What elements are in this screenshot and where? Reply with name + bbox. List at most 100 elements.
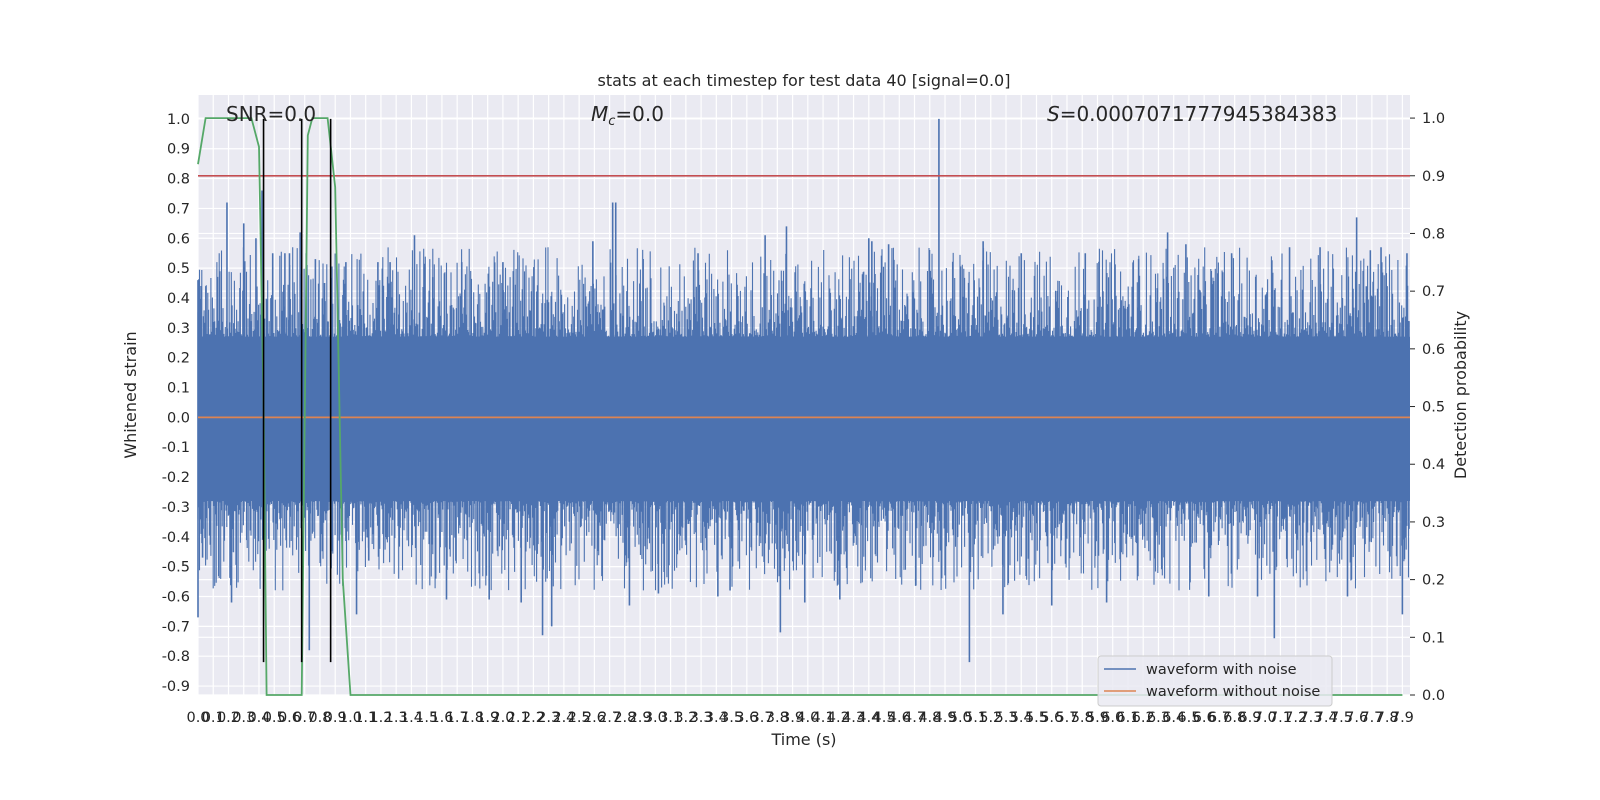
x-tick-label: 0.2 xyxy=(217,710,240,726)
x-tick-label: 3.9 xyxy=(781,710,804,726)
legend: waveform with noise waveform without noi… xyxy=(1097,655,1333,707)
x-tick-label: 6.4 xyxy=(1162,710,1185,726)
x-tick-label: 3.4 xyxy=(705,710,728,726)
y-axis-label: Whitened strain xyxy=(121,331,140,458)
x-tick-label: 0.9 xyxy=(324,710,347,726)
x-tick-label: 5.7 xyxy=(1055,710,1078,726)
x-tick-label: 4.5 xyxy=(873,710,896,726)
x-tick-label: 6.1 xyxy=(1116,710,1139,726)
y2-tick-label: 0.7 xyxy=(1422,284,1445,300)
y-tick-label: -0.1 xyxy=(162,440,190,456)
y-tick-label: 0.2 xyxy=(167,351,190,367)
x-tick-label: 7.5 xyxy=(1330,710,1353,726)
x-tick-label: 1.1 xyxy=(354,710,377,726)
x-tick-label: 3.0 xyxy=(644,710,667,726)
x-tick-label: 2.9 xyxy=(629,710,652,726)
x-tick-label: 4.6 xyxy=(888,710,911,726)
x-tick-label: 3.5 xyxy=(720,710,743,726)
x-tick-label: 0.8 xyxy=(308,710,331,726)
y2-tick-label: 1.0 xyxy=(1422,111,1445,127)
x-tick-label: 7.2 xyxy=(1284,710,1307,726)
x-tick-label: 2.4 xyxy=(552,710,575,726)
y2-tick-label: 0.9 xyxy=(1422,169,1445,185)
y-tick-label: 0.5 xyxy=(167,261,190,277)
x-tick-label: 7.0 xyxy=(1254,710,1277,726)
x-tick-label: 3.7 xyxy=(751,710,774,726)
x-tick-label: 2.1 xyxy=(507,710,530,726)
y-tick-label: -0.7 xyxy=(162,619,190,635)
mc-annotation: Mc=0.0 xyxy=(591,102,664,129)
y-tick-label: 1.0 xyxy=(167,112,190,128)
mc-symbol: M xyxy=(591,102,608,126)
x-tick-label: 6.0 xyxy=(1101,710,1124,726)
s-value: =0.0007071777945384383 xyxy=(1060,102,1338,126)
x-tick-label: 6.6 xyxy=(1193,710,1216,726)
y-tick-label: 0.8 xyxy=(167,172,190,188)
x-tick-label: 3.6 xyxy=(735,710,758,726)
x-tick-label: 1.3 xyxy=(385,710,408,726)
y2-tick-label: 0.4 xyxy=(1422,457,1445,473)
x-tick-label: 1.2 xyxy=(369,710,392,726)
x-tick-label: 1.0 xyxy=(339,710,362,726)
x-tick-label: 7.1 xyxy=(1269,710,1292,726)
x-tick-label: 4.0 xyxy=(796,710,819,726)
y2-tick-label: 0.5 xyxy=(1422,400,1445,416)
y2-axis-ticks: 0.0 0.1 0.2 0.3 0.4 0.5 0.6 0.7 0.8 0.9 1.0 xyxy=(1410,111,1445,704)
x-tick-label: 4.1 xyxy=(812,710,835,726)
x-tick-label: 0.1 xyxy=(202,710,225,726)
x-tick-label: 3.2 xyxy=(674,710,697,726)
x-tick-label: 2.0 xyxy=(491,710,514,726)
x-tick-label: 0.5 xyxy=(263,710,286,726)
x-tick-label: 6.9 xyxy=(1238,710,1261,726)
y-tick-label: 0.6 xyxy=(167,231,190,247)
y2-tick-label: 0.6 xyxy=(1422,342,1445,358)
x-tick-label: 4.3 xyxy=(842,710,865,726)
x-tick-label: 7.7 xyxy=(1360,710,1383,726)
x-tick-label: 5.3 xyxy=(994,710,1017,726)
y-axis-ticks: -0.9 -0.8 -0.7 -0.6 -0.5 -0.4 -0.3 -0.2 -0.1 0.0 0… xyxy=(162,112,190,695)
x-tick-label: 4.9 xyxy=(933,710,956,726)
y-tick-label: 0.7 xyxy=(167,201,190,217)
x-tick-label: 7.4 xyxy=(1315,710,1338,726)
x-tick-label: 6.8 xyxy=(1223,710,1246,726)
x-tick-label: 7.3 xyxy=(1299,710,1322,726)
x-tick-label: 4.8 xyxy=(918,710,941,726)
y-tick-label: 0.4 xyxy=(167,291,190,307)
x-tick-label: 6.7 xyxy=(1208,710,1231,726)
x-tick-label: 2.7 xyxy=(598,710,621,726)
x-tick-label: 1.7 xyxy=(446,710,469,726)
x-tick-label: 4.2 xyxy=(827,710,850,726)
y2-tick-label: 0.8 xyxy=(1422,226,1445,242)
x-tick-label: 5.1 xyxy=(964,710,987,726)
x-tick-label: 0.7 xyxy=(293,710,316,726)
x-tick-label: 5.8 xyxy=(1071,710,1094,726)
x-tick-label: 2.8 xyxy=(613,710,636,726)
x-tick-label: 0.3 xyxy=(232,710,255,726)
x-tick-label: 2.2 xyxy=(522,710,545,726)
y2-tick-label: 0.3 xyxy=(1422,515,1445,531)
x-tick-label: 1.5 xyxy=(415,710,438,726)
y-tick-label: -0.9 xyxy=(162,679,190,695)
y2-tick-label: 0.1 xyxy=(1422,630,1445,646)
x-tick-label: 1.9 xyxy=(476,710,499,726)
x-tick-label: 3.8 xyxy=(766,710,789,726)
detection-probability-line xyxy=(197,117,1403,696)
x-tick-label: 6.5 xyxy=(1177,710,1200,726)
x-tick-label: 6.2 xyxy=(1132,710,1155,726)
y-tick-label: 0.9 xyxy=(167,142,190,158)
y-tick-label: -0.2 xyxy=(162,470,190,486)
x-tick-label: 5.9 xyxy=(1086,710,1109,726)
legend-label-clean: waveform without noise xyxy=(1146,684,1320,700)
x-tick-label: 0.6 xyxy=(278,710,301,726)
y-tick-label: -0.4 xyxy=(162,530,190,546)
x-tick-label: 1.6 xyxy=(430,710,453,726)
x-tick-label: 7.8 xyxy=(1376,710,1399,726)
x-tick-label: 1.8 xyxy=(461,710,484,726)
x-tick-label: 4.4 xyxy=(857,710,880,726)
x-tick-label: 4.7 xyxy=(903,710,926,726)
y-tick-label: -0.5 xyxy=(162,560,190,576)
y-tick-label: -0.8 xyxy=(162,649,190,665)
y-tick-label: 0.3 xyxy=(167,321,190,337)
x-tick-label: 7.9 xyxy=(1391,710,1414,726)
